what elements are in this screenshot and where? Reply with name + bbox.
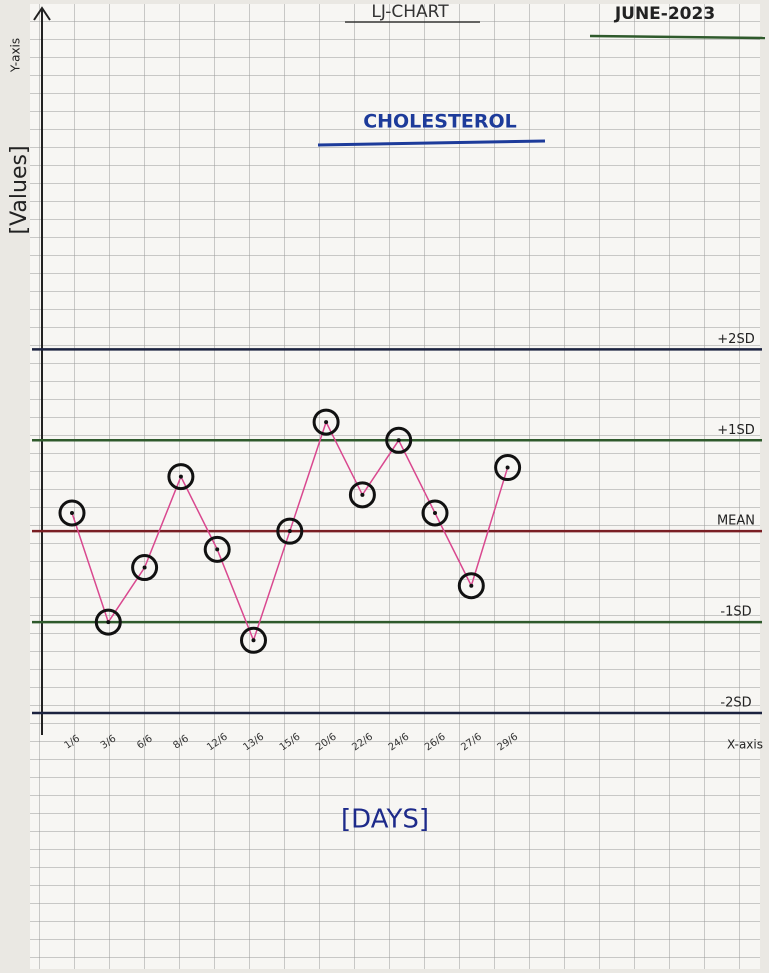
data-dot [143,566,147,570]
reference-label: +2SD [717,332,754,347]
reference-label: -2SD [720,696,751,711]
reference-label: MEAN [717,514,755,529]
chart-title: LJ-CHART [371,2,449,22]
data-dot [106,620,110,624]
data-dot [360,493,364,497]
x-axis-label: [DAYS] [341,805,429,835]
data-dot [506,466,510,470]
data-dot [469,584,473,588]
reference-label: +1SD [717,423,754,438]
y-axis-name: Y-axis [9,38,23,73]
data-dot [397,438,401,442]
data-dot [324,420,328,424]
data-dot [288,529,292,533]
data-dot [70,511,74,515]
data-dot [179,475,183,479]
chart-date: JUNE-2023 [614,4,715,24]
chart-subtitle: CHOLESTEROL [363,111,517,133]
reference-label: -1SD [720,605,751,620]
y-axis-label: [Values] [7,145,32,234]
x-axis-name: X-axis [727,738,763,752]
data-dot [215,547,219,551]
chart: LJ-CHART JUNE-2023 CHOLESTEROL [Values] … [0,0,769,973]
page: LJ-CHART JUNE-2023 CHOLESTEROL [Values] … [0,0,769,973]
data-dot [433,511,437,515]
data-dot [252,638,256,642]
